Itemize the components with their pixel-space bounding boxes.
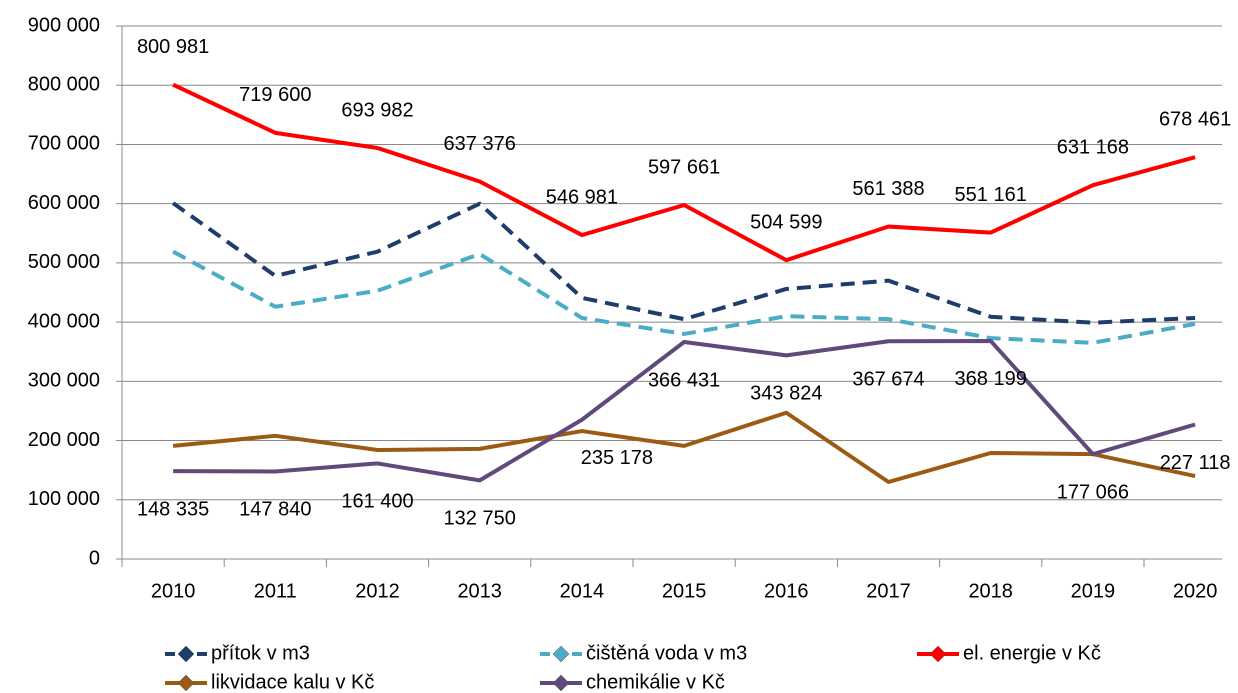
data-label: 693 982 [341,99,413,121]
data-label: 561 388 [852,178,924,200]
data-label: 800 981 [137,36,209,58]
legend-label: el. energie v Kč [963,642,1101,664]
data-label: 343 824 [750,383,822,405]
y-tick-label: 500 000 [28,251,100,273]
y-tick-label: 800 000 [28,74,100,96]
y-tick-label: 400 000 [28,310,100,332]
x-tick-label: 2013 [457,580,502,602]
data-label: 367 674 [852,369,924,391]
data-label: 132 750 [444,508,516,530]
legend-label: čištěná voda v m3 [586,642,747,664]
legend-marker [929,645,947,663]
data-label: 637 376 [444,133,516,155]
x-tick-label: 2017 [866,580,911,602]
x-tick-label: 2011 [254,580,297,602]
x-tick-label: 2014 [560,580,605,602]
data-label: 719 600 [239,84,311,106]
data-label: 631 168 [1057,136,1129,158]
x-tick-label: 2015 [662,580,707,602]
legend-label: chemikálie v Kč [586,671,725,693]
legend-marker [552,674,570,692]
series-line [172,82,1196,263]
y-tick-label: 600 000 [28,192,100,214]
data-label: 504 599 [750,211,822,233]
y-tick-label: 0 [89,547,100,569]
data-label: 147 840 [239,499,311,521]
y-tick-label: 100 000 [28,488,100,510]
y-tick-label: 200 000 [28,429,100,451]
data-label: 366 431 [648,369,720,391]
y-tick-label: 900 000 [28,14,100,36]
x-tick-label: 2019 [1071,580,1116,602]
x-tick-label: 2012 [355,580,400,602]
data-label: 227 118 [1160,452,1231,474]
y-tick-label: 700 000 [28,133,100,155]
legend-marker [177,645,195,663]
y-tick-label: 300 000 [28,370,100,392]
x-tick-label: 2016 [764,580,809,602]
series-line [172,410,1196,485]
data-label: 368 199 [955,368,1027,390]
data-label: 148 335 [137,498,209,520]
x-tick-label: 2018 [968,580,1013,602]
data-label: 177 066 [1057,481,1129,503]
legend-label: likvidace kalu v Kč [211,671,374,693]
legend-marker [552,645,570,663]
series-line [173,338,1196,483]
legend-label: přítok v m3 [211,642,310,664]
data-label: 678 461 [1159,108,1231,130]
data-label: 597 661 [648,156,720,178]
data-label: 551 161 [955,184,1027,206]
series-line [172,249,1196,345]
legend-marker [177,674,195,692]
x-tick-label: 2010 [151,580,196,602]
data-label: 235 178 [581,447,653,469]
data-label: 546 981 [546,186,618,208]
x-tick-label: 2020 [1173,580,1218,602]
data-label: 161 400 [341,491,413,513]
